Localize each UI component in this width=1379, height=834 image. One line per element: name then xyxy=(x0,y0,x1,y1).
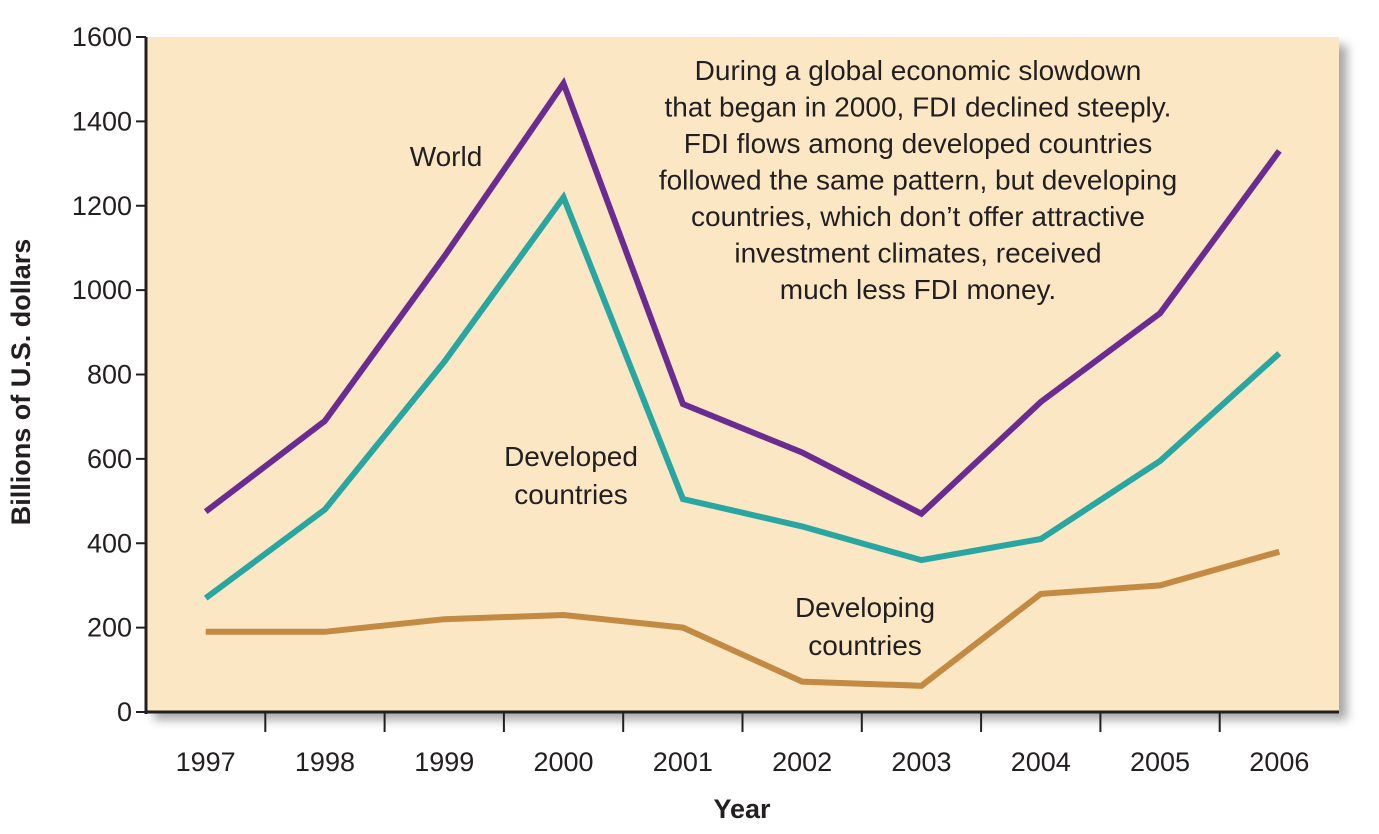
annotation-line: followed the same pattern, but developin… xyxy=(659,165,1177,196)
annotation-text: During a global economic slowdown that be… xyxy=(659,55,1177,305)
x-tick-label: 2002 xyxy=(772,747,832,777)
x-tick-label: 1998 xyxy=(295,747,355,777)
y-axis-title: Billions of U.S. dollars xyxy=(6,239,36,526)
series-label: countries xyxy=(808,630,922,661)
series-label: Developed xyxy=(504,441,638,472)
y-tick-label: 400 xyxy=(87,528,132,558)
series-label: Developing xyxy=(795,592,935,623)
annotation-line: countries, which don’t offer attractive xyxy=(691,201,1145,232)
annotation-line: much less FDI money. xyxy=(780,274,1056,305)
y-tick-label: 0 xyxy=(117,697,132,727)
x-tick-label: 2000 xyxy=(534,747,594,777)
x-axis-title: Year xyxy=(713,794,771,824)
x-tick-label: 2001 xyxy=(653,747,713,777)
y-tick-label: 600 xyxy=(87,444,132,474)
y-tick-label: 1200 xyxy=(72,191,132,221)
y-tick-label: 1600 xyxy=(72,22,132,52)
annotation-line: FDI flows among developed countries xyxy=(684,128,1152,159)
y-tick-label: 1000 xyxy=(72,275,132,305)
x-tick-label: 2006 xyxy=(1249,747,1309,777)
annotation-line: During a global economic slowdown xyxy=(695,55,1142,86)
y-tick-label: 1400 xyxy=(72,106,132,136)
x-tick-label: 2004 xyxy=(1011,747,1071,777)
series-label: countries xyxy=(514,479,628,510)
annotation-line: investment climates, received xyxy=(734,238,1101,269)
x-tick-label: 2005 xyxy=(1130,747,1190,777)
x-tick-label: 1997 xyxy=(176,747,236,777)
annotation-line: that began in 2000, FDI declined steeply… xyxy=(665,92,1172,123)
x-tick-label: 1999 xyxy=(414,747,474,777)
x-tick-label: 2003 xyxy=(891,747,951,777)
y-tick-label: 800 xyxy=(87,360,132,390)
y-tick-label: 200 xyxy=(87,613,132,643)
series-label: World xyxy=(410,141,483,172)
